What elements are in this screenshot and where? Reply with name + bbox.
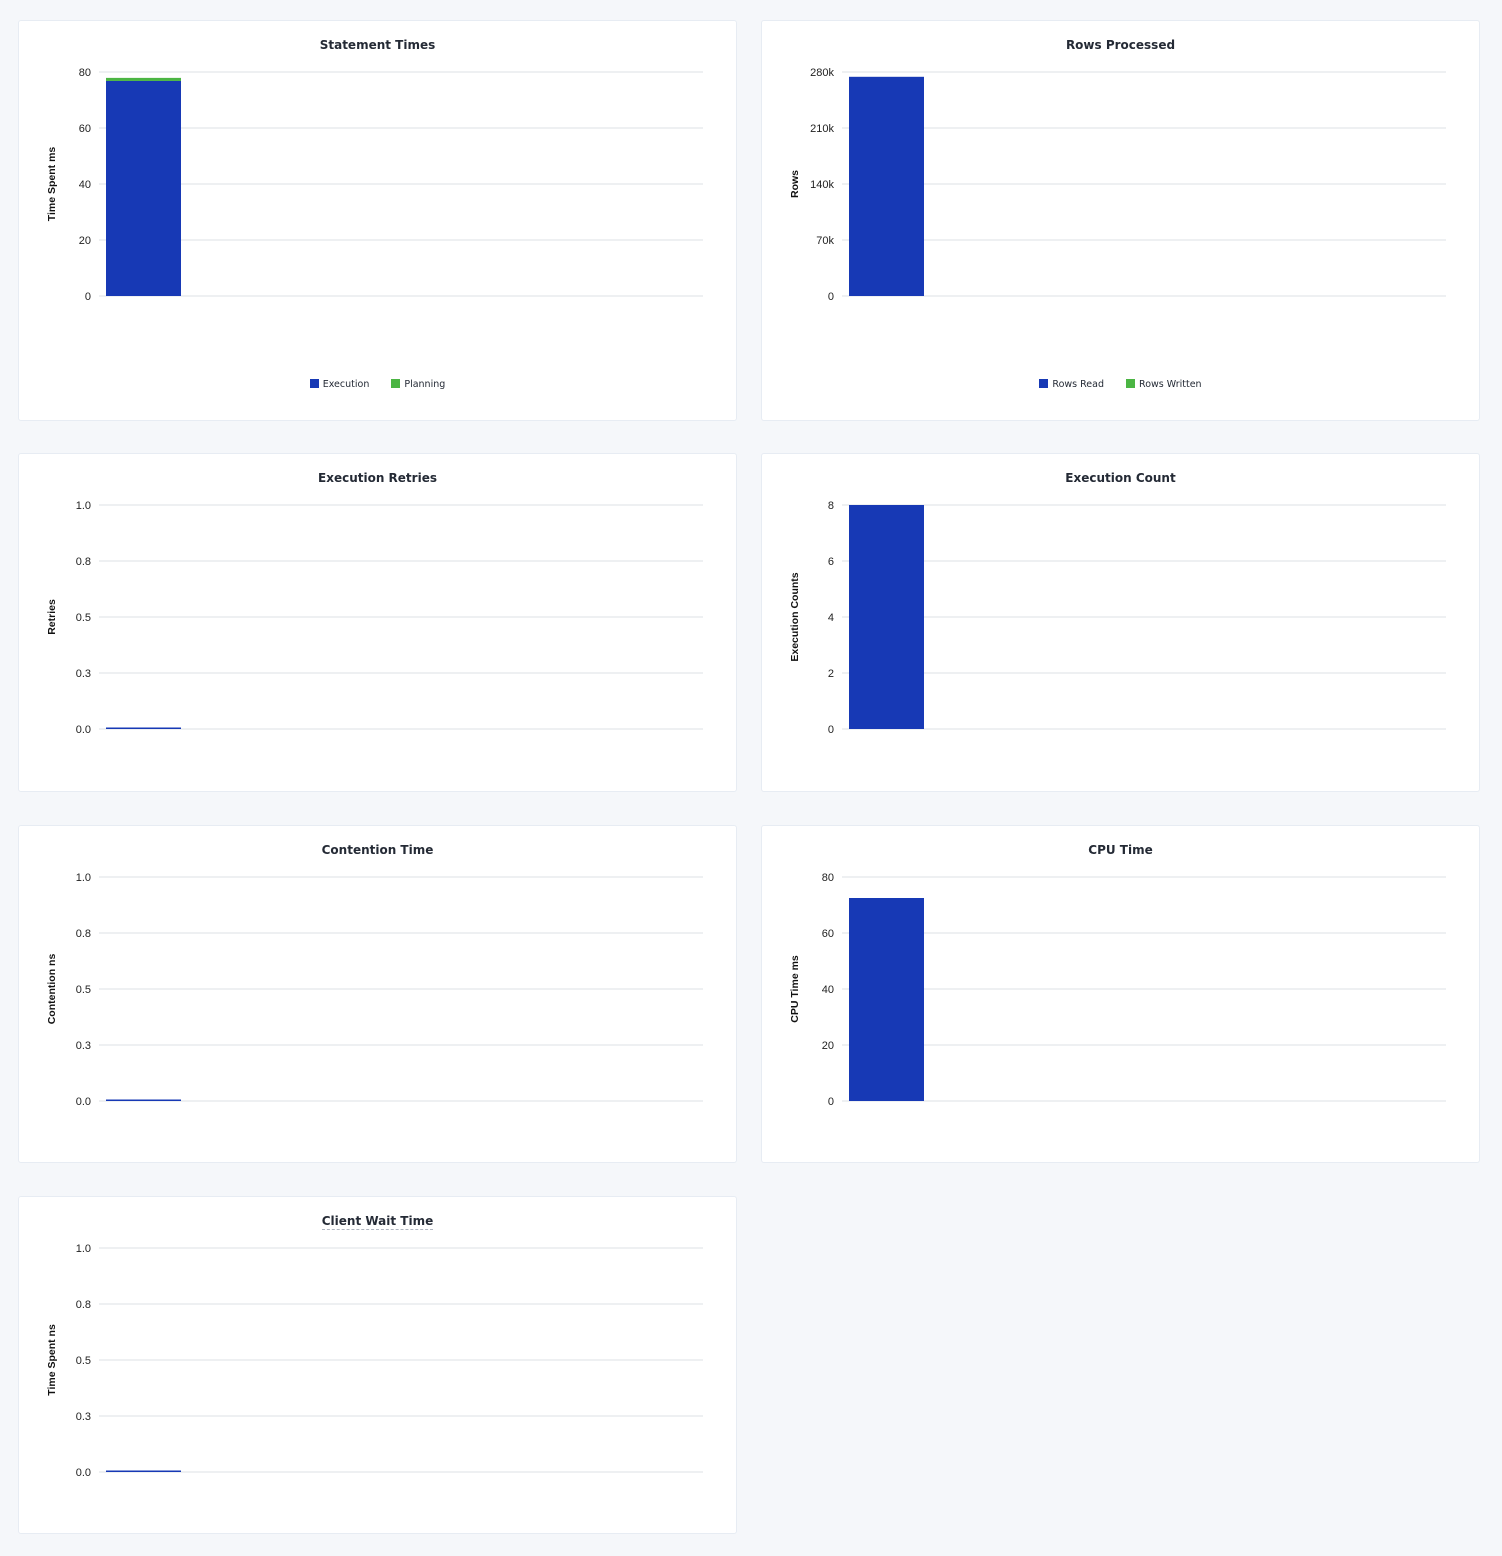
bar-value[interactable] bbox=[106, 1470, 181, 1473]
chart-title-text: Execution Count bbox=[1065, 471, 1176, 485]
chart-title-text[interactable]: Client Wait Time bbox=[321, 1214, 434, 1230]
legend-item[interactable]: Rows Written bbox=[1126, 379, 1202, 390]
y-tick-label: 0 bbox=[85, 291, 91, 303]
chart-title: Client Wait Time bbox=[19, 1214, 736, 1230]
legend: Rows Read Rows Written bbox=[762, 379, 1479, 390]
y-tick-label: 0.8 bbox=[76, 928, 91, 940]
y-tick-label: 210k bbox=[810, 123, 834, 135]
chart-card-rows-processed: Rows Processed 0 70k 140k 210k 280k Rows Rows R… bbox=[761, 20, 1480, 421]
y-axis-label: Retries bbox=[46, 599, 58, 635]
y-tick-label: 140k bbox=[810, 179, 834, 191]
chart-card-client-wait-time: Client Wait Time 0.0 0.3 0.5 0.8 1.0 Time Spen… bbox=[18, 1196, 737, 1534]
chart-title: Rows Processed bbox=[762, 38, 1479, 52]
y-axis-label: Time Spent ms bbox=[46, 147, 58, 222]
bar-value[interactable] bbox=[106, 727, 181, 730]
legend-swatch bbox=[309, 379, 319, 388]
legend-swatch bbox=[391, 379, 401, 388]
chart-title-text: Rows Processed bbox=[1065, 38, 1176, 52]
chart-card-cpu-time: CPU Time 0 20 40 60 80 CPU Time ms bbox=[761, 825, 1480, 1163]
y-tick-label: 40 bbox=[822, 984, 834, 996]
bar-value[interactable] bbox=[849, 898, 924, 1101]
chart-title-text: Execution Retries bbox=[318, 471, 437, 485]
bar-value[interactable] bbox=[849, 505, 924, 729]
y-tick-label: 0 bbox=[828, 291, 834, 303]
y-tick-label: 20 bbox=[79, 235, 91, 247]
legend-label: Rows Written bbox=[1139, 379, 1202, 390]
bar-execution[interactable] bbox=[106, 80, 181, 297]
y-tick-label: 1.0 bbox=[76, 500, 91, 512]
y-tick-label: 40 bbox=[79, 179, 91, 191]
chart-card-execution-count: Execution Count 0 2 4 6 8 Execution Counts bbox=[761, 453, 1480, 792]
chart-card-contention-time: Contention Time 0.0 0.3 0.5 0.8 1.0 Contention… bbox=[18, 825, 737, 1163]
chart-svg: 0.0 0.3 0.5 0.8 1.0 Contention ns bbox=[46, 872, 703, 1108]
chart-title-text: Statement Times bbox=[319, 38, 436, 52]
legend: Execution Planning bbox=[19, 379, 736, 390]
y-axis-label: Contention ns bbox=[46, 954, 58, 1025]
chart-card-statement-times: Statement Times 0 20 40 60 80 Time Spent ms Exe… bbox=[18, 20, 737, 421]
chart-title: Execution Count bbox=[762, 471, 1479, 485]
y-axis-label: Rows bbox=[789, 170, 801, 198]
legend-label: Planning bbox=[404, 379, 446, 390]
chart-svg: 0 70k 140k 210k 280k Rows bbox=[789, 67, 1446, 303]
chart-card-execution-retries: Execution Retries 0.0 0.3 0.5 0.8 1.0 Retries bbox=[18, 453, 737, 792]
y-tick-label: 1.0 bbox=[76, 872, 91, 884]
y-tick-label: 2 bbox=[828, 668, 834, 680]
y-tick-label: 20 bbox=[822, 1040, 834, 1052]
y-tick-label: 0.3 bbox=[76, 1040, 91, 1052]
y-tick-label: 280k bbox=[810, 67, 834, 79]
chart-title: Statement Times bbox=[19, 38, 736, 52]
y-tick-label: 1.0 bbox=[76, 1243, 91, 1255]
y-tick-label: 0 bbox=[828, 1096, 834, 1108]
chart-title-text: CPU Time bbox=[1088, 843, 1153, 857]
y-axis-label: CPU Time ms bbox=[789, 955, 801, 1023]
legend-item[interactable]: Execution bbox=[309, 379, 370, 390]
legend-item[interactable]: Planning bbox=[391, 379, 445, 390]
y-tick-label: 0 bbox=[828, 724, 834, 736]
y-tick-label: 60 bbox=[822, 928, 834, 940]
y-tick-label: 80 bbox=[822, 872, 834, 884]
bar-rows-read[interactable] bbox=[849, 76, 924, 296]
y-tick-label: 0.0 bbox=[76, 724, 91, 736]
chart-svg: 0 20 40 60 80 CPU Time ms bbox=[789, 872, 1446, 1108]
y-tick-label: 4 bbox=[828, 612, 834, 624]
chart-svg: 0.0 0.3 0.5 0.8 1.0 Retries bbox=[46, 500, 703, 736]
y-tick-label: 70k bbox=[816, 235, 834, 247]
chart-title: Contention Time bbox=[19, 843, 736, 857]
y-tick-label: 6 bbox=[828, 556, 834, 568]
chart-svg: 0.0 0.3 0.5 0.8 1.0 Time Spent ns bbox=[46, 1243, 703, 1479]
y-tick-label: 0.5 bbox=[76, 612, 91, 624]
bar-planning[interactable] bbox=[106, 77, 181, 81]
y-axis-label: Execution Counts bbox=[789, 572, 801, 661]
legend-label: Execution bbox=[322, 379, 370, 390]
y-tick-label: 0.3 bbox=[76, 1411, 91, 1423]
y-tick-label: 80 bbox=[79, 67, 91, 79]
y-tick-label: 0.8 bbox=[76, 1299, 91, 1311]
y-tick-label: 0.5 bbox=[76, 1355, 91, 1367]
chart-title: Execution Retries bbox=[19, 471, 736, 485]
y-tick-label: 0.5 bbox=[76, 984, 91, 996]
legend-swatch bbox=[1126, 379, 1136, 388]
y-tick-label: 0.8 bbox=[76, 556, 91, 568]
y-axis-label: Time Spent ns bbox=[46, 1324, 58, 1396]
chart-svg: 0 20 40 60 80 Time Spent ms bbox=[46, 67, 703, 303]
y-tick-label: 0.0 bbox=[76, 1467, 91, 1479]
y-tick-label: 60 bbox=[79, 123, 91, 135]
chart-title-text: Contention Time bbox=[321, 843, 434, 857]
y-tick-label: 0.3 bbox=[76, 668, 91, 680]
y-tick-label: 0.0 bbox=[76, 1096, 91, 1108]
legend-label: Rows Read bbox=[1052, 379, 1105, 390]
bar-value[interactable] bbox=[106, 1099, 181, 1102]
chart-title: CPU Time bbox=[762, 843, 1479, 857]
legend-item[interactable]: Rows Read bbox=[1039, 379, 1104, 390]
chart-svg: 0 2 4 6 8 Execution Counts bbox=[789, 500, 1446, 736]
y-tick-label: 8 bbox=[828, 500, 834, 512]
legend-swatch bbox=[1039, 379, 1049, 388]
